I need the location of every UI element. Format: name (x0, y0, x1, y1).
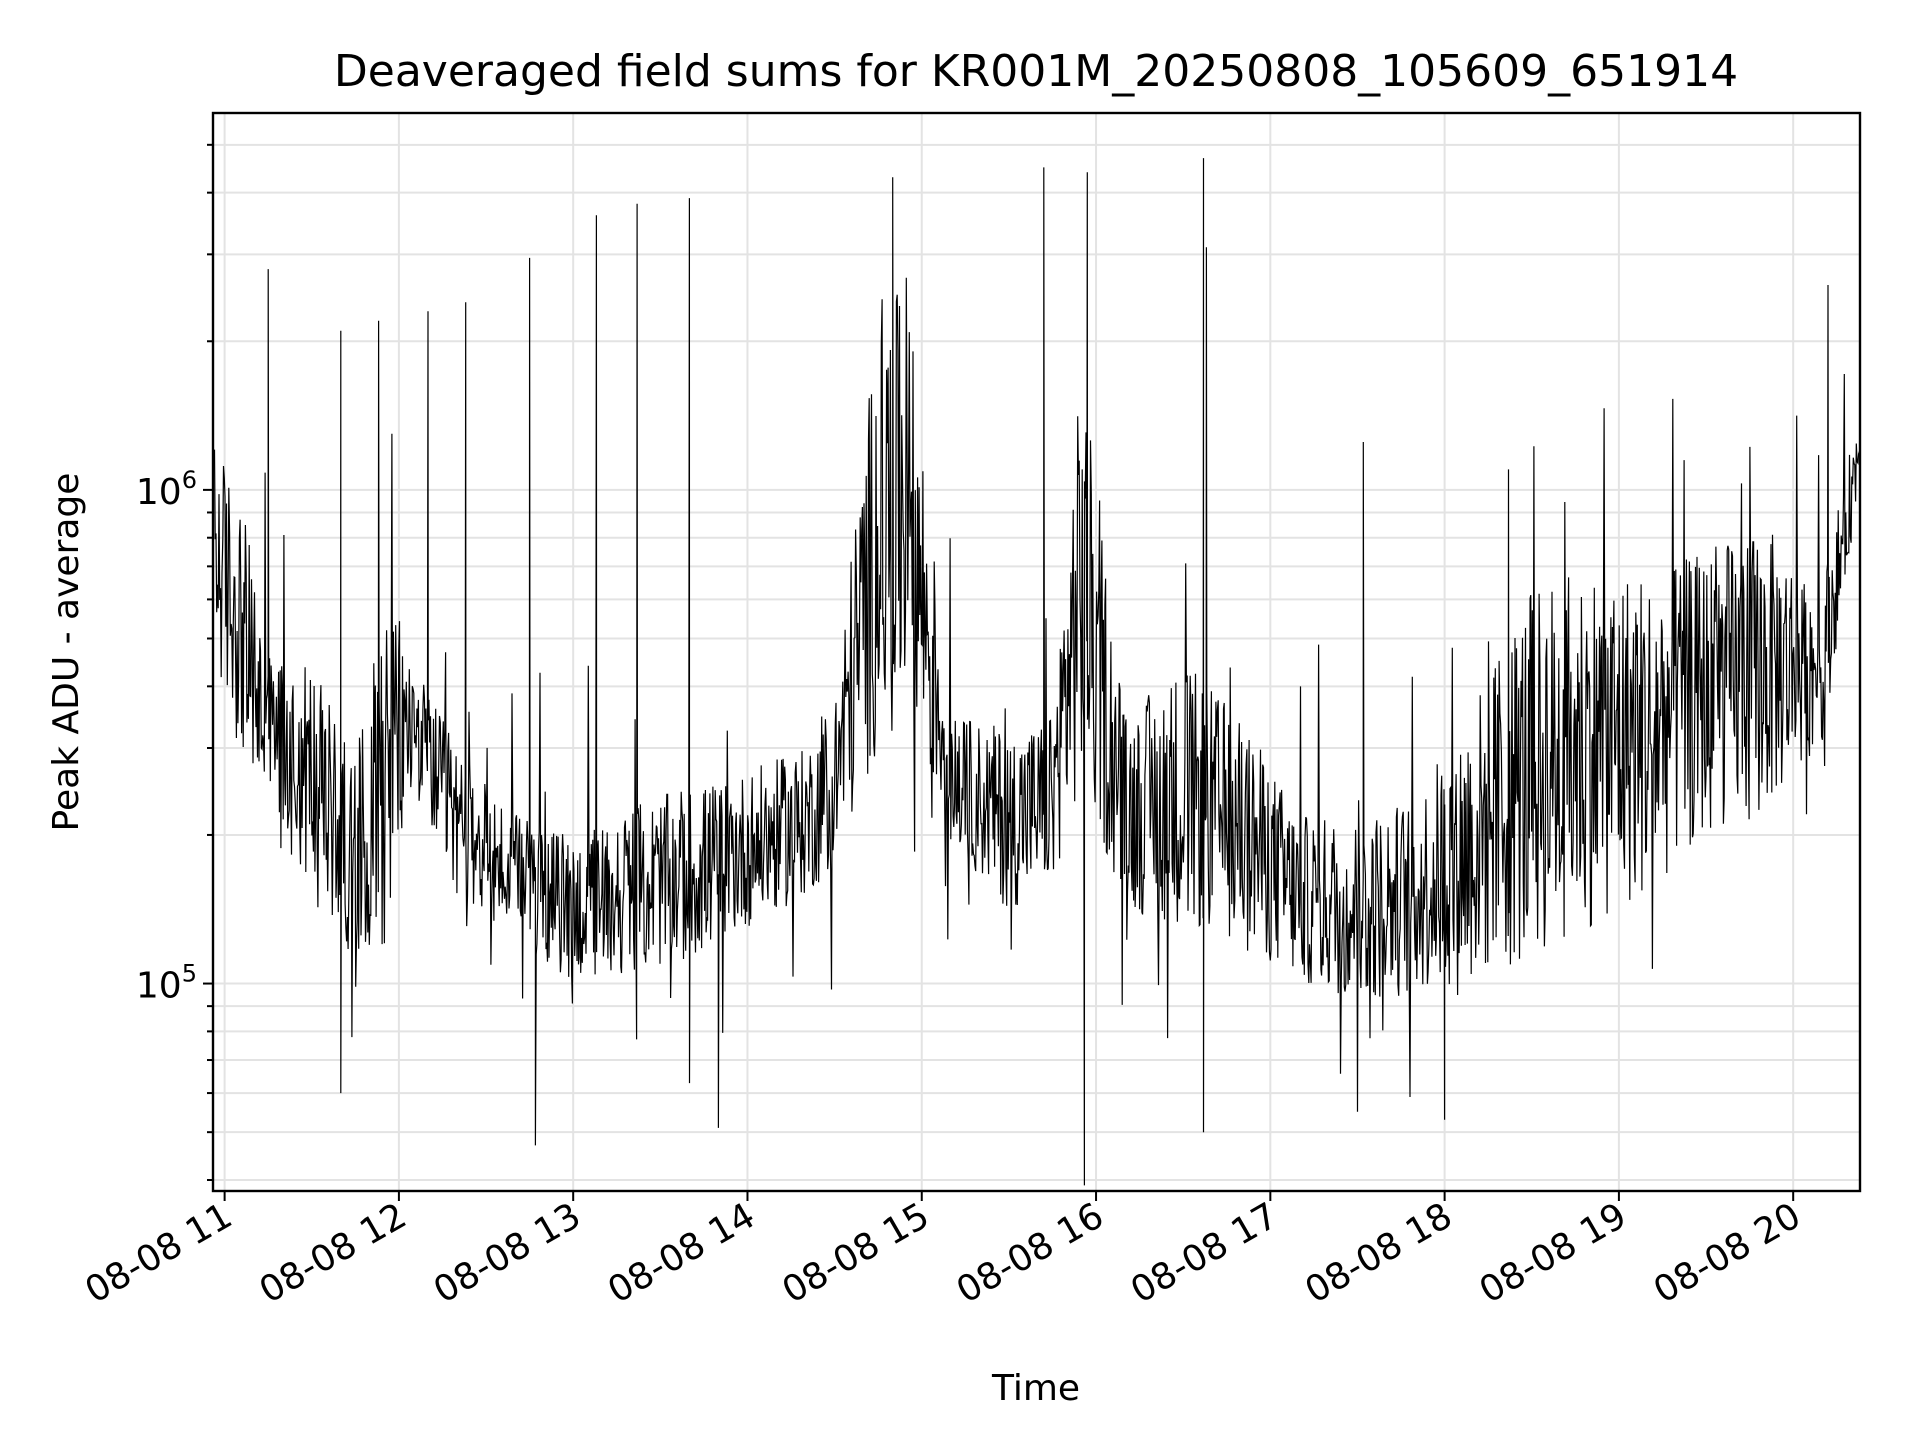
series-line (213, 158, 1860, 1186)
y-axis-label: Peak ADU - average (46, 473, 87, 832)
x-tick-label: 08-08 18 (1298, 1195, 1459, 1311)
chart-title: Deaveraged field sums for KR001M_2025080… (334, 46, 1738, 97)
x-axis-label: Time (991, 1368, 1080, 1409)
grid-lines (213, 113, 1860, 1191)
x-tick-label: 08-08 16 (950, 1195, 1111, 1311)
x-tick-label: 08-08 14 (601, 1195, 762, 1311)
x-tick-label: 08-08 11 (78, 1195, 239, 1311)
y-tick-label: 105 (136, 960, 197, 1007)
plot-frame (211, 111, 1862, 1193)
x-tick-label: 08-08 12 (253, 1195, 414, 1311)
x-tick-label: 08-08 19 (1473, 1195, 1634, 1311)
x-tick-label: 08-08 17 (1124, 1195, 1285, 1311)
series-path (213, 158, 1860, 1186)
y-tick-label: 106 (136, 466, 197, 513)
x-tick-label: 08-08 15 (776, 1195, 937, 1311)
x-tick-label: 08-08 13 (427, 1195, 588, 1311)
x-tick-label: 08-08 20 (1647, 1195, 1808, 1311)
